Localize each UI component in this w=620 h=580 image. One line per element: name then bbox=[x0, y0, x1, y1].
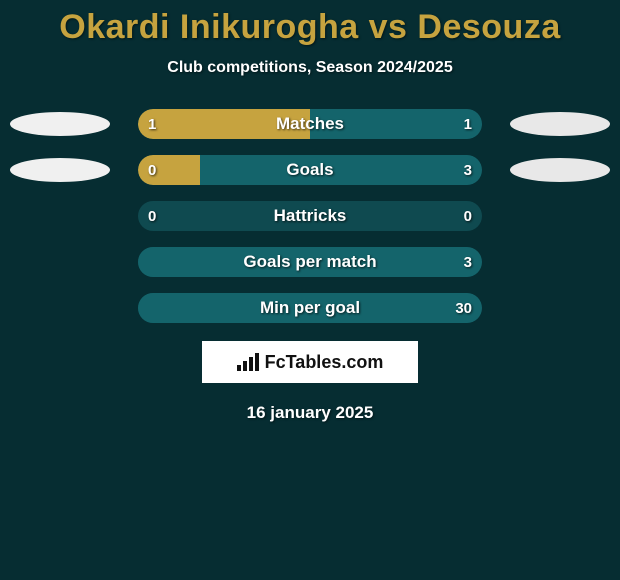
stat-bar-track: 11Matches bbox=[138, 109, 482, 139]
stat-row: 03Goals bbox=[0, 155, 620, 185]
stat-bar-fill-right bbox=[310, 109, 482, 139]
player-avatar-right bbox=[510, 158, 610, 182]
player-avatar-left bbox=[10, 112, 110, 136]
player-avatar-left bbox=[10, 158, 110, 182]
stat-value-left: 0 bbox=[148, 201, 156, 231]
stat-row: 30Min per goal bbox=[0, 293, 620, 323]
stat-row: 0 0Hattricks bbox=[0, 201, 620, 231]
stat-row: 3Goals per match bbox=[0, 247, 620, 277]
stat-bar-track: 0 0Hattricks bbox=[138, 201, 482, 231]
stat-value-right: 0 bbox=[464, 201, 472, 231]
source-logo: FcTables.com bbox=[202, 341, 418, 383]
chart-icon bbox=[237, 353, 259, 371]
stat-bar-track: 03Goals bbox=[138, 155, 482, 185]
stat-value-right: 30 bbox=[455, 293, 472, 323]
logo-text: FcTables.com bbox=[265, 352, 384, 373]
stat-bar-fill-left bbox=[138, 109, 310, 139]
date-text: 16 january 2025 bbox=[0, 403, 620, 423]
comparison-infographic: Okardi Inikurogha vs Desouza Club compet… bbox=[0, 0, 620, 580]
stats-area: 11Matches03Goals00Hattricks3Goals per ma… bbox=[0, 109, 620, 323]
stat-bar-fill-right bbox=[138, 293, 482, 323]
stat-label: Hattricks bbox=[138, 201, 482, 231]
player-avatar-right bbox=[510, 112, 610, 136]
subtitle: Club competitions, Season 2024/2025 bbox=[0, 59, 620, 77]
stat-value-left: 1 bbox=[148, 109, 156, 139]
stat-bar-fill-right bbox=[138, 247, 482, 277]
stat-bar-track: 3Goals per match bbox=[138, 247, 482, 277]
stat-bar-fill-right bbox=[200, 155, 482, 185]
stat-value-left: 0 bbox=[148, 155, 156, 185]
page-title: Okardi Inikurogha vs Desouza bbox=[0, 0, 620, 47]
stat-value-right: 3 bbox=[464, 155, 472, 185]
stat-row: 11Matches bbox=[0, 109, 620, 139]
stat-value-right: 1 bbox=[464, 109, 472, 139]
stat-value-right: 3 bbox=[464, 247, 472, 277]
stat-bar-track: 30Min per goal bbox=[138, 293, 482, 323]
